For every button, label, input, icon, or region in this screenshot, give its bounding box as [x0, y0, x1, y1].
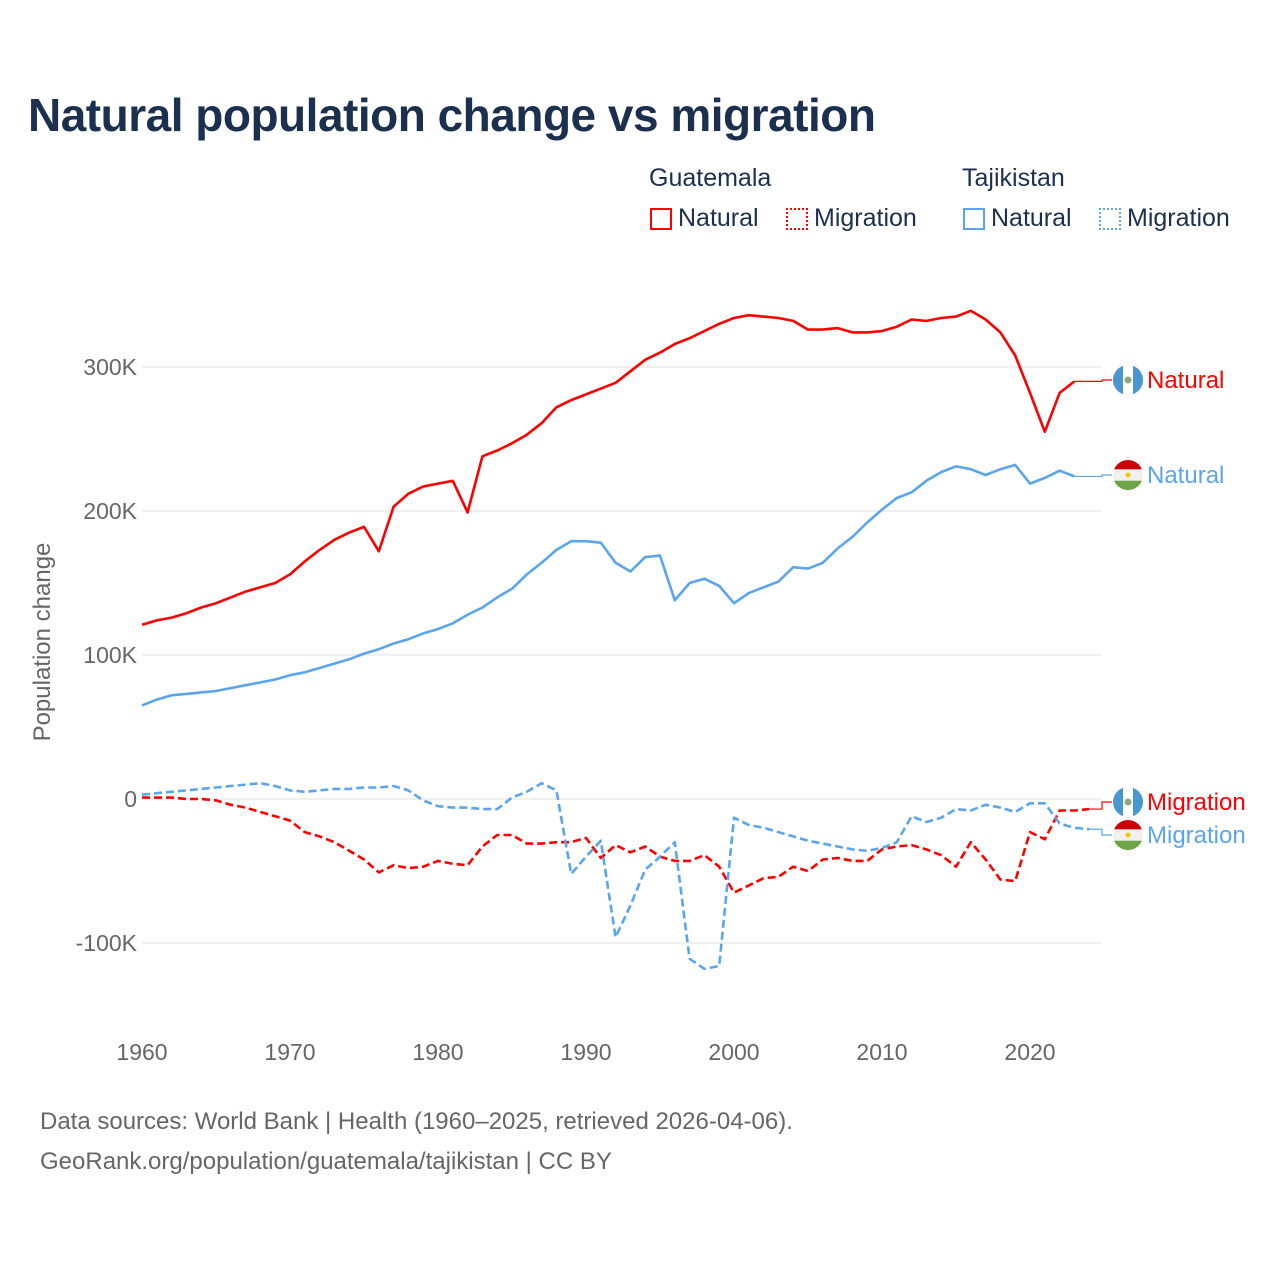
x-tick-label: 2020 [1004, 1039, 1055, 1065]
y-tick-label: -100K [76, 930, 138, 956]
x-tick-label: 1980 [412, 1039, 463, 1065]
x-tick-label: 2010 [856, 1039, 907, 1065]
x-tick-label: 1970 [264, 1039, 315, 1065]
y-tick-label: 0 [124, 786, 137, 812]
guatemala-flag-icon [1113, 787, 1143, 817]
legend-swatch-solid [650, 207, 672, 230]
footer-sources: Data sources: World Bank | Health (1960–… [40, 1108, 793, 1135]
legend-group-tajikistan: Tajikistan [962, 164, 1065, 192]
y-tick-label: 100K [83, 642, 137, 668]
series-line-tajikistan-natural [141, 463, 1075, 707]
y-tick-label: 200K [83, 498, 137, 524]
end-label-tajikistan-natural: Natural [1147, 462, 1224, 489]
x-tick-label: 2000 [708, 1039, 759, 1065]
guatemala-flag-icon [1113, 365, 1143, 395]
legend-tajikistan-migration[interactable]: Migration [1099, 204, 1230, 233]
legend-tajikistan-natural[interactable]: Natural [963, 204, 1072, 233]
series-line-tajikistan-migration [141, 781, 1090, 971]
end-label-connector [1089, 828, 1112, 836]
end-label-guatemala-migration: Migration [1147, 789, 1246, 816]
chart-title: Natural population change vs migration [28, 89, 876, 141]
footer-credit: GeoRank.org/population/guatemala/tajikis… [40, 1148, 612, 1175]
legend-label: Migration [1127, 204, 1230, 232]
end-label-connector [1089, 801, 1112, 810]
end-label-guatemala-natural: Natural [1147, 367, 1224, 394]
y-tick-label: 300K [83, 354, 137, 380]
legend-guatemala-migration[interactable]: Migration [786, 204, 917, 233]
end-label-connector [1074, 379, 1112, 382]
legend-label: Natural [991, 204, 1072, 232]
series-line-guatemala-natural [141, 309, 1076, 627]
legend-group-guatemala: Guatemala [649, 164, 772, 192]
end-label-tajikistan-migration: Migration [1147, 822, 1246, 849]
y-axis-label: Population change [29, 543, 56, 742]
x-tick-label: 1990 [560, 1039, 611, 1065]
legend-label: Migration [814, 204, 917, 232]
legend-swatch-solid [963, 207, 985, 230]
tajikistan-flag-icon [1113, 820, 1143, 850]
tajikistan-flag-icon [1113, 460, 1143, 490]
legend-guatemala-natural[interactable]: Natural [650, 204, 759, 233]
legend-swatch-dotted [786, 207, 808, 230]
legend-label: Natural [678, 204, 759, 232]
series-line-guatemala-migration [142, 796, 1090, 894]
x-tick-label: 1960 [116, 1039, 167, 1065]
end-label-connector [1074, 474, 1112, 478]
legend-swatch-dotted [1099, 207, 1121, 230]
